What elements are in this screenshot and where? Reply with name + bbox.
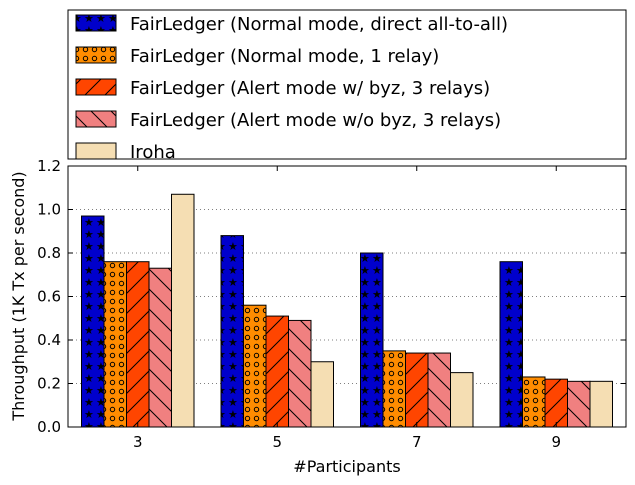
legend-entry: Iroha (130, 142, 176, 163)
y-tick-label: 0.6 (37, 288, 61, 306)
bar-2-7 (382, 350, 406, 428)
bar-3-7 (405, 352, 429, 428)
bar-1-7 (360, 252, 384, 428)
bar-2-9 (522, 376, 546, 428)
bar-1-9 (499, 261, 523, 428)
bar-4-7 (427, 352, 451, 428)
bar-1-5 (220, 235, 244, 428)
y-tick-label: 0.2 (37, 375, 61, 393)
plot-area: 0.0 0.2 0.4 0.6 0.8 1.0 1.2 3 5 7 9 (37, 157, 627, 451)
y-tick-label: 0.4 (37, 331, 61, 349)
y-axis-label: Throughput (1K Tx per second) (9, 171, 28, 421)
legend: FairLedger (Normal mode, direct all-to-a… (67, 9, 627, 163)
legend-frame (67, 9, 627, 160)
y-tick-label: 1.2 (37, 157, 61, 175)
legend-entry: FairLedger (Alert mode w/ byz, 3 relays) (130, 78, 490, 99)
bar-3-5 (265, 315, 289, 428)
bar-5-9 (589, 380, 613, 428)
y-tick-label: 0.8 (37, 244, 61, 262)
legend-swatch (75, 46, 117, 64)
legend-swatch (75, 142, 117, 160)
bar-3-9 (544, 378, 568, 428)
bar-3-3 (126, 261, 150, 428)
y-tick-label: 1.0 (37, 201, 61, 219)
x-axis-label: #Participants (293, 457, 400, 476)
bar-5-5 (310, 361, 334, 428)
y-tick-label: 0.0 (37, 418, 61, 436)
x-tick-label: 7 (412, 433, 422, 451)
x-tick-label: 9 (551, 433, 561, 451)
bar-2-3 (103, 261, 127, 428)
bar-5-3 (171, 193, 195, 428)
bar-2-5 (243, 304, 267, 428)
bar-1-3 (81, 215, 105, 428)
legend-swatch (75, 110, 117, 128)
legend-entry: FairLedger (Normal mode, direct all-to-a… (130, 14, 508, 35)
bar-4-5 (288, 319, 312, 428)
legend-swatch (75, 78, 117, 96)
x-tick-label: 3 (133, 433, 143, 451)
x-tick-label: 5 (272, 433, 282, 451)
bar-5-7 (450, 372, 474, 428)
bar-4-3 (148, 267, 172, 428)
legend-entry: FairLedger (Alert mode w/o byz, 3 relays… (130, 110, 501, 131)
legend-swatch (75, 14, 117, 32)
bar-4-9 (567, 380, 591, 428)
legend-entry: FairLedger (Normal mode, 1 relay) (130, 46, 439, 67)
